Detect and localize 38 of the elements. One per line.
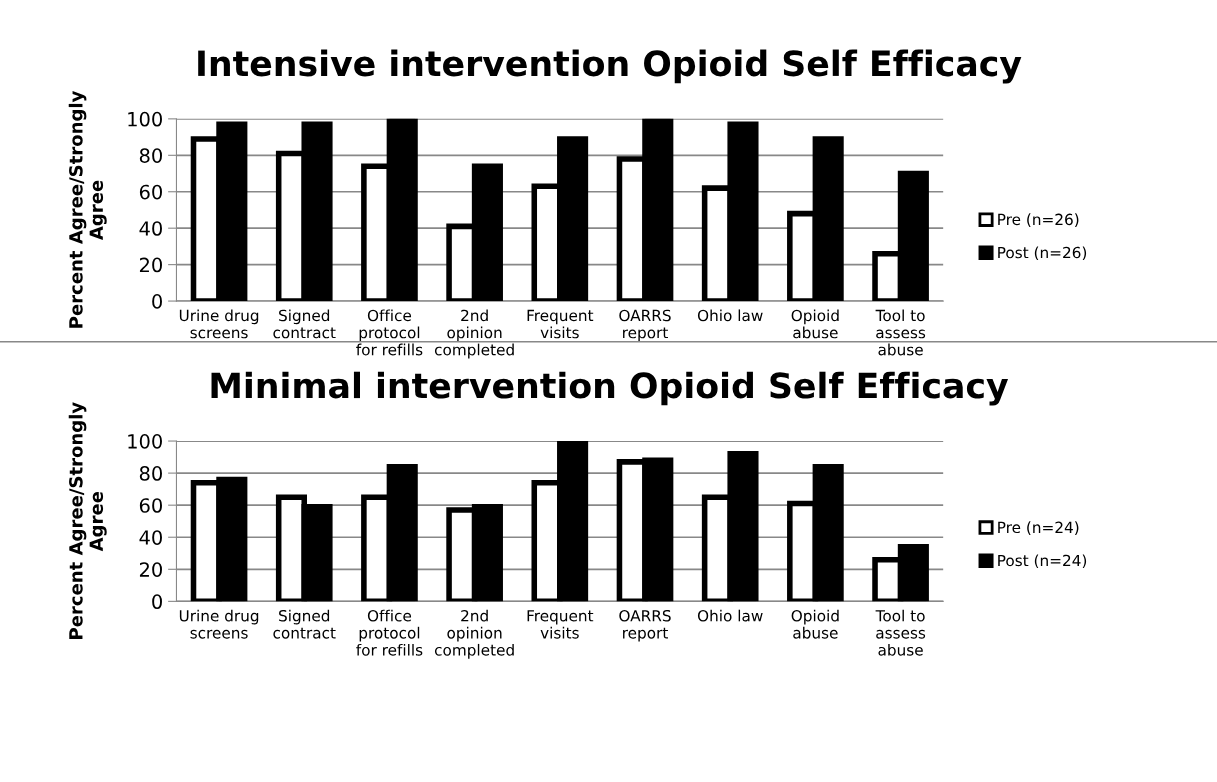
y-tick-label: 60 xyxy=(139,498,162,513)
x-tick-label: Opioid abuse xyxy=(791,609,839,639)
y-tick-label: 100 xyxy=(128,111,162,127)
y-tick-label: 60 xyxy=(139,184,162,200)
legend-label: Pre (n=24) xyxy=(998,521,1079,535)
x-tick-label: OARRS report xyxy=(619,609,671,642)
chart-title: Minimal intervention Opioid Self Efficacy xyxy=(211,371,1009,406)
y-tick-label: 20 xyxy=(139,562,162,577)
y-axis-title: Percent Agree/Strongly Agree xyxy=(68,90,107,328)
y-tick-label: 100 xyxy=(128,434,162,449)
x-tick-label: OARRS report xyxy=(619,309,671,342)
x-tick-label: Signed contract xyxy=(273,609,336,639)
x-tick-label: Signed contract xyxy=(273,309,336,339)
y-tick-label: 40 xyxy=(139,221,162,236)
x-tick-label: Urine drug screens xyxy=(179,609,259,639)
x-tick-label: Frequent visits xyxy=(527,309,594,339)
y-axis-title: Percent Agree/Strongly Agree xyxy=(68,402,107,639)
y-tick-label: 20 xyxy=(139,257,162,273)
legend-label: Post (n=24) xyxy=(998,554,1087,569)
y-tick-label: 80 xyxy=(139,466,162,481)
legend-label: Post (n=26) xyxy=(998,246,1087,261)
x-tick-label: Urine drug screens xyxy=(179,309,259,339)
x-tick-label: Tool to assess abuse xyxy=(875,609,926,656)
x-tick-label: 2nd opinion completed xyxy=(434,309,514,359)
x-tick-label: Office protocol for refills xyxy=(356,309,423,356)
x-tick-label: Ohio law xyxy=(697,309,763,322)
x-tick-label: Ohio law xyxy=(697,609,763,622)
x-tick-label: Frequent visits xyxy=(527,610,594,639)
y-tick-label: 0 xyxy=(152,594,162,610)
x-tick-label: 2nd opinion completed xyxy=(434,609,514,659)
x-tick-label: Office protocol for refills xyxy=(356,609,423,656)
y-tick-label: 80 xyxy=(139,148,162,163)
x-tick-label: Tool to assess abuse xyxy=(875,309,926,356)
y-tick-label: 0 xyxy=(152,294,162,309)
x-tick-label: Opioid abuse xyxy=(791,309,839,339)
y-tick-label: 40 xyxy=(139,530,162,545)
legend-label: Pre (n=26) xyxy=(998,213,1079,227)
chart-title: Intensive intervention Opioid Self Efficacy xyxy=(198,49,1022,84)
